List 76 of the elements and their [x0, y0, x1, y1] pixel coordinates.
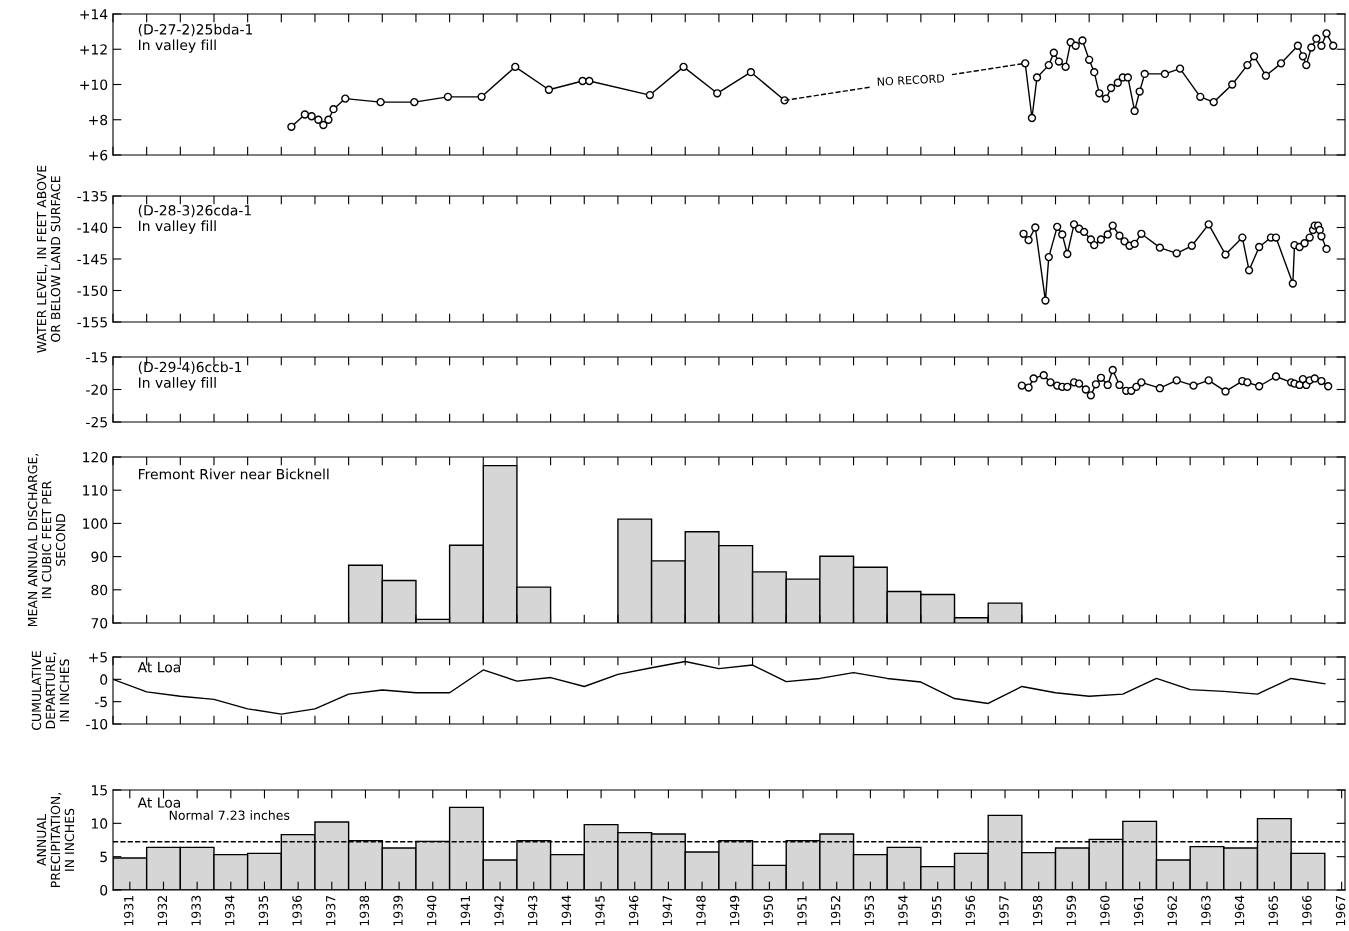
x-tick-label: 1945: [595, 895, 605, 926]
y-tick-label: -135: [77, 190, 107, 202]
x-tick-label: 1963: [1201, 895, 1211, 926]
y-tick-label: -155: [77, 317, 107, 328]
x-tick-label: 1947: [662, 895, 673, 926]
annotation: (D-27-2)25bda-1 In valley fill: [138, 23, 253, 53]
y-tick-label: +14: [80, 9, 108, 20]
y-tick-label: 0: [100, 674, 108, 685]
y-tick-label: -25: [86, 416, 107, 428]
y-tick-label: 110: [83, 485, 108, 496]
annotation: (D-28-3)26cda-1 In valley fill: [138, 204, 251, 234]
x-tick-label: 1951: [797, 896, 807, 926]
x-tick-label: 1949: [729, 895, 740, 926]
y-tick-label: +5: [89, 652, 107, 663]
y-tick-label: 100: [83, 518, 108, 529]
x-tick-label: 1966: [1302, 895, 1312, 926]
x-tick-label: 1954: [898, 895, 908, 926]
y-tick-label: +12: [80, 44, 107, 55]
x-tick-label: 1943: [527, 895, 538, 926]
x-tick-label: 1937: [325, 895, 336, 926]
x-tick-label: 1933: [191, 895, 201, 926]
y-tick-label: 0: [100, 884, 108, 896]
x-tick-label: 1962: [1167, 896, 1177, 926]
x-tick-label: 1956: [965, 895, 975, 926]
x-tick-label: 1957: [999, 895, 1009, 926]
x-tick-label: 1958: [1032, 895, 1043, 926]
y-axis-title: ANNUAL PRECIPITATION, IN INCHES: [36, 792, 75, 888]
y-tick-label: -140: [77, 222, 108, 233]
x-tick-label: 1941: [460, 896, 471, 926]
y-tick-label: -20: [86, 384, 108, 395]
x-tick-label: 1950: [763, 895, 774, 926]
x-tick-label: 1940: [426, 895, 437, 926]
annotation: At Loa: [137, 797, 180, 808]
y-tick-label: +10: [80, 79, 108, 90]
y-tick-label: +6: [89, 149, 108, 161]
x-tick-label: 1967: [1335, 895, 1346, 926]
x-tick-label: 1934: [224, 895, 235, 926]
annotation: Fremont River near Bicknell: [139, 468, 329, 480]
legend-label: Normal 7.23 inches: [169, 810, 290, 820]
x-tick-label: 1952: [830, 896, 841, 926]
y-tick-label: 10: [91, 818, 108, 829]
y-axis-title: MEAN ANNUAL DISCHARGE, IN CUBIC FEET PER SECOND: [27, 453, 66, 627]
y-tick-label: -15: [86, 352, 107, 363]
x-tick-label: 1938: [359, 895, 370, 926]
y-tick-label: +8: [89, 114, 108, 126]
y-tick-label: 120: [83, 451, 108, 463]
annotation: (D-29-4)6ccb-1 In valley fill: [138, 361, 242, 391]
x-tick-label: 1944: [561, 895, 572, 926]
y-tick-label: 80: [91, 584, 108, 596]
x-tick-label: 1932: [157, 896, 168, 926]
x-tick-label: 1935: [258, 895, 269, 926]
y-tick-label: 5: [100, 851, 107, 863]
x-tick-label: 1955: [931, 895, 942, 926]
x-tick-label: 1964: [1234, 895, 1245, 926]
x-tick-label: 1965: [1268, 895, 1278, 926]
x-tick-label: 1939: [393, 895, 403, 926]
x-tick-label: 1946: [628, 895, 639, 926]
x-tick-label: 1948: [696, 895, 706, 926]
annotation: NO RECORD: [877, 74, 945, 86]
y-tick-label: 90: [91, 551, 108, 563]
annotation: At Loa: [137, 662, 180, 673]
x-tick-label: 1953: [864, 895, 874, 926]
x-tick-label: 1936: [292, 895, 302, 926]
y-tick-label: -150: [77, 285, 108, 296]
y-tick-label: -145: [77, 254, 107, 265]
x-tick-label: 1961: [1133, 896, 1144, 926]
y-tick-label: 15: [91, 785, 107, 796]
y-axis-title: WATER LEVEL, IN FEET ABOVE OR BELOW LAND SURFACE: [36, 165, 61, 353]
y-tick-label: 70: [91, 617, 108, 629]
y-axis-title: CUMULATIVE DEPARTURE, IN INCHES: [31, 651, 70, 730]
y-tick-label: -10: [86, 718, 108, 730]
x-tick-label: 1960: [1100, 895, 1110, 926]
x-tick-label: 1931: [124, 896, 134, 926]
y-tick-label: -5: [94, 696, 107, 708]
x-tick-label: 1959: [1066, 895, 1076, 926]
x-tick-label: 1942: [494, 896, 504, 926]
